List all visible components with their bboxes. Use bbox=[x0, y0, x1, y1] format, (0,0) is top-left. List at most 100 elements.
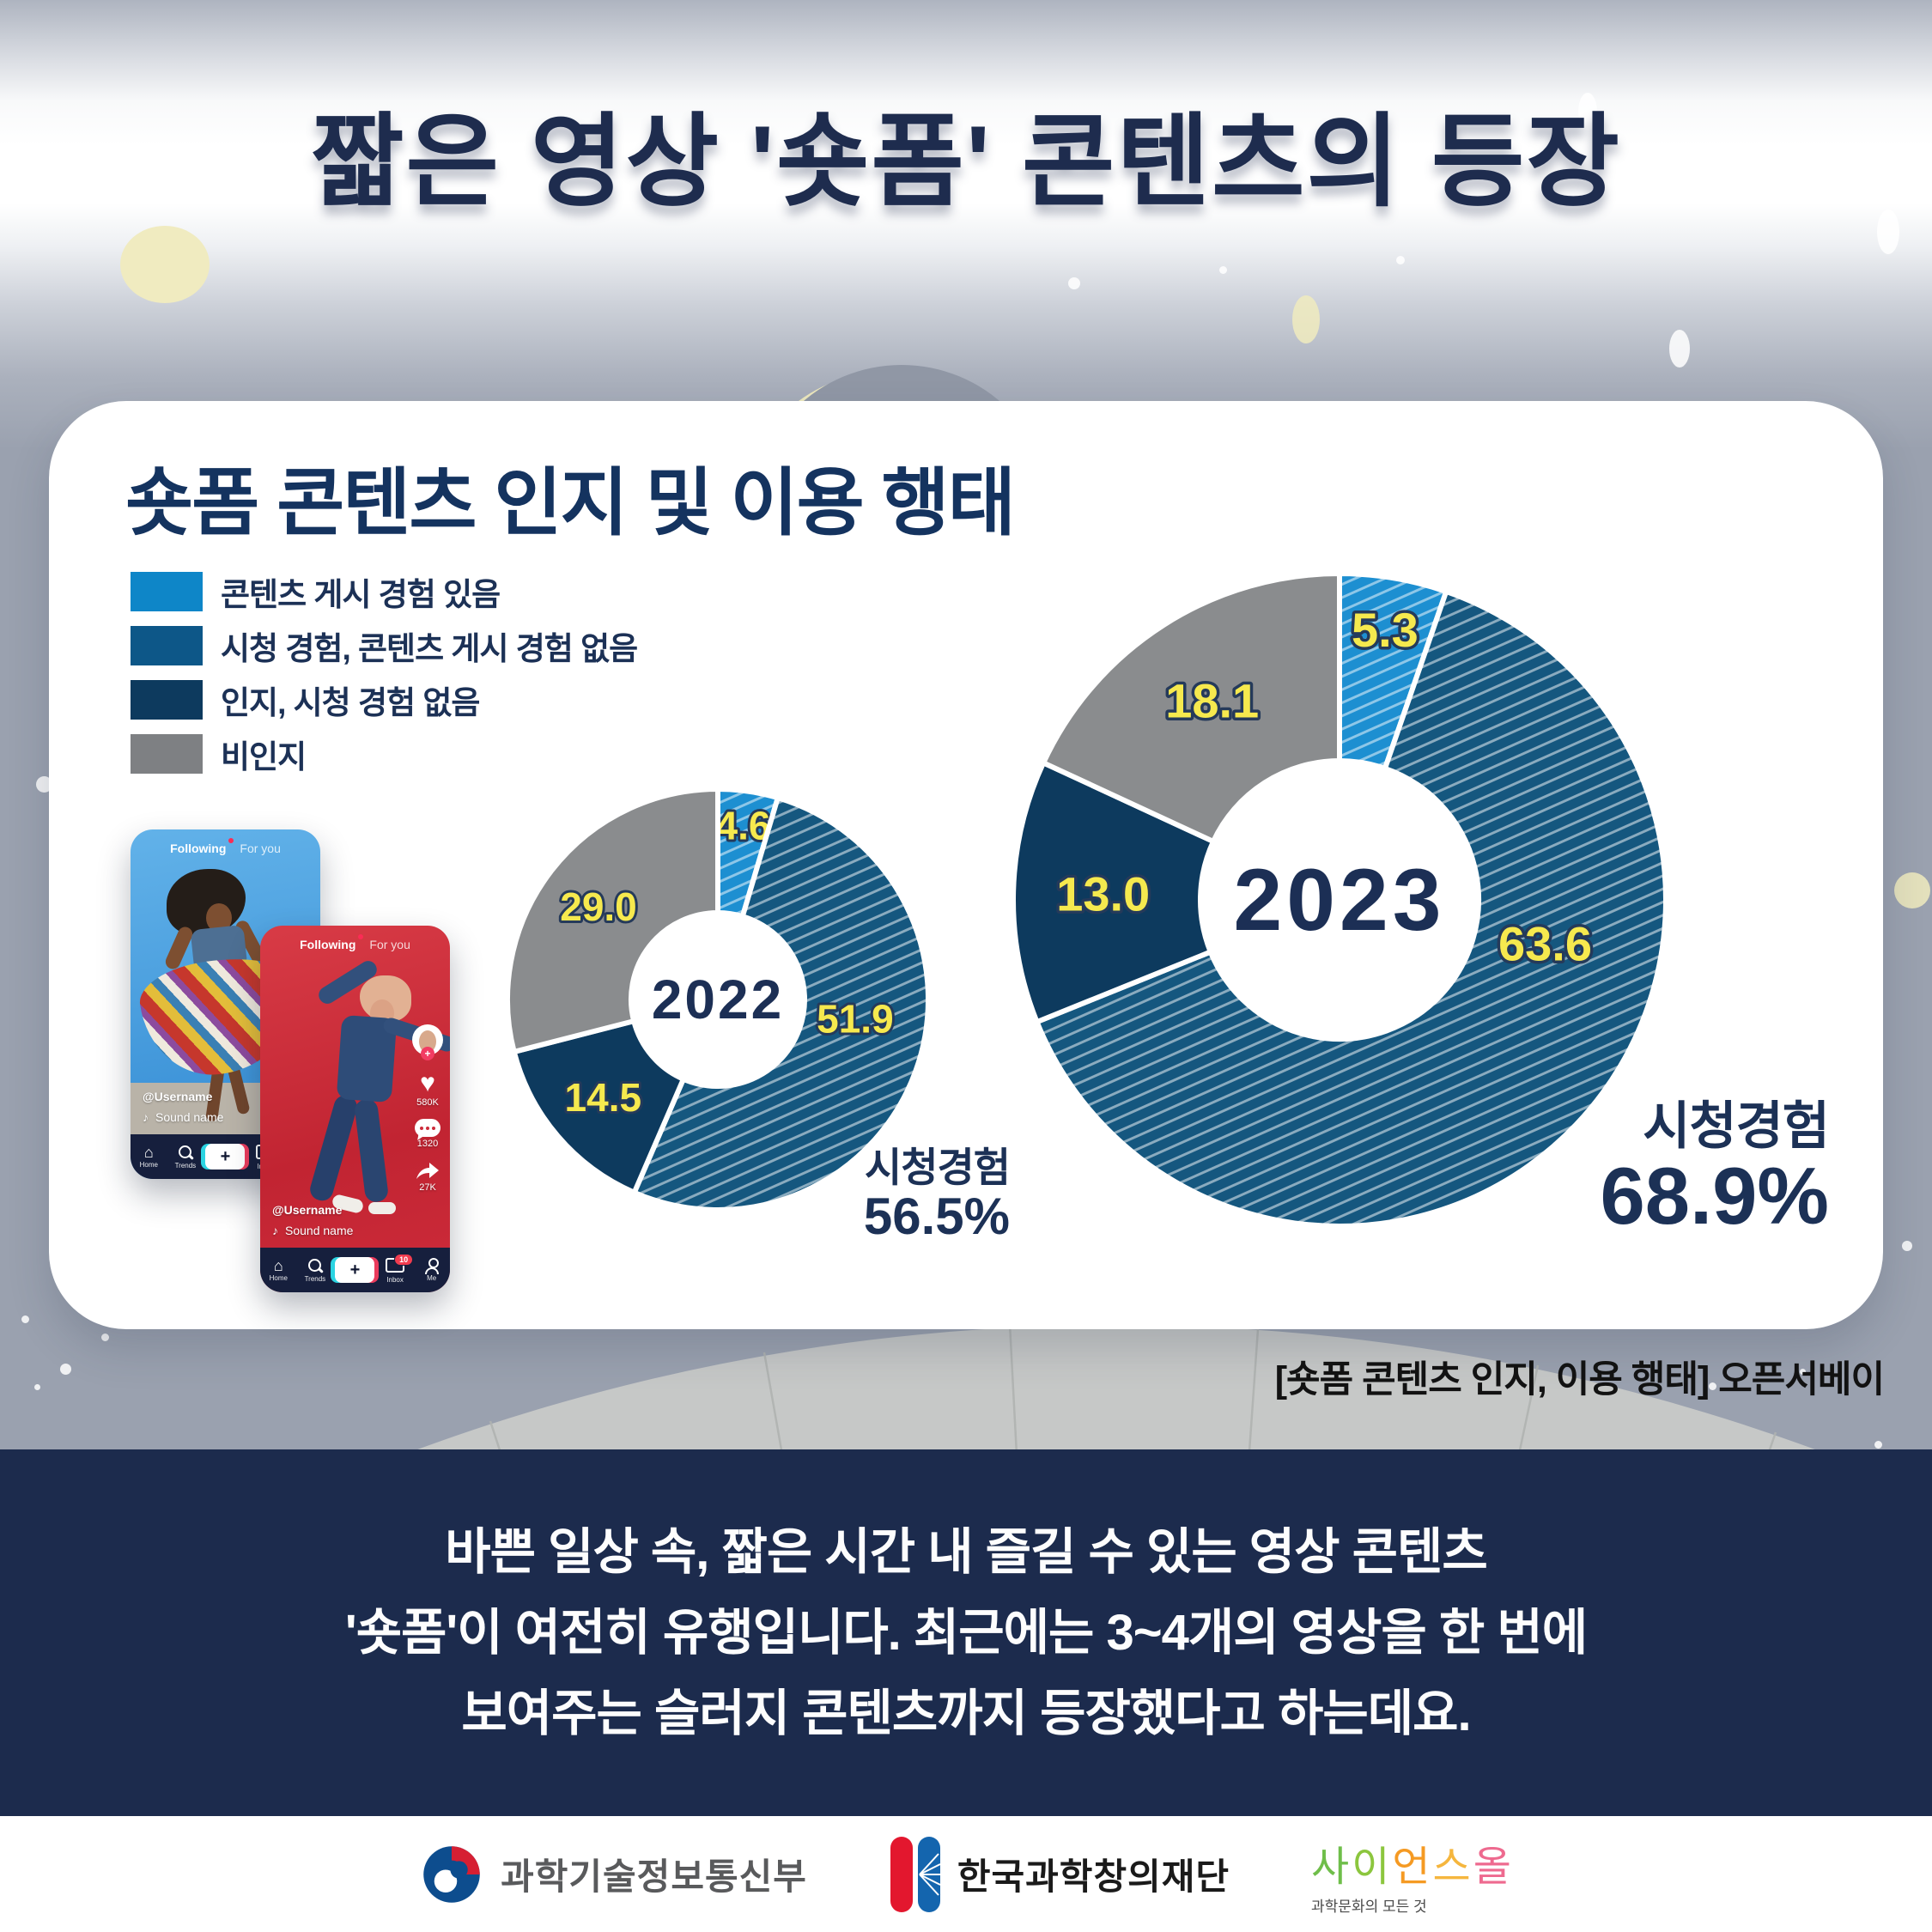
action-rail: + ♥ 580K 1320 27K bbox=[412, 1024, 443, 1193]
legend-item: 콘텐츠 게시 경험 있음 bbox=[131, 572, 637, 612]
summary-line: '숏폼'이 여전히 유행입니다. 최근에는 3~4개의 영상을 한 번에 bbox=[344, 1604, 1588, 1661]
follow-plus-icon: + bbox=[421, 1047, 434, 1060]
annotation-2023: 시청경험 68.9% bbox=[1600, 1097, 1830, 1241]
summary-line: 보여주는 슬러지 콘텐츠까지 등장했다고 하는데요. bbox=[461, 1685, 1471, 1741]
logo-label: 사이언스올 bbox=[1311, 1844, 1514, 1890]
phone-mockup-red: Following For you + ♥ 580K 1320 bbox=[260, 926, 450, 1292]
donut-slice bbox=[715, 786, 781, 920]
kofac-emblem-icon bbox=[890, 1836, 941, 1912]
nav-trends[interactable]: Trends bbox=[169, 1145, 202, 1170]
legend-item: 시청 경험, 콘텐츠 게시 경험 없음 bbox=[131, 626, 638, 666]
nav-inbox[interactable]: 10 Inbox bbox=[379, 1253, 414, 1284]
star-dot bbox=[400, 153, 409, 161]
create-button[interactable]: + bbox=[201, 1144, 250, 1170]
logo-label: 과학기술정보통신부 bbox=[501, 1856, 807, 1897]
search-icon bbox=[179, 1145, 192, 1158]
star-dot bbox=[1396, 256, 1405, 264]
slice-value-label: 18.1 bbox=[1165, 674, 1259, 728]
legend-item: 인지, 시청 경험 없음 bbox=[131, 680, 637, 720]
star-dot bbox=[36, 776, 52, 793]
for-you-tab[interactable]: For you bbox=[369, 938, 410, 951]
donut-year-label: 2023 bbox=[1234, 851, 1446, 949]
moon-decoration bbox=[120, 226, 210, 303]
slice-value-label: 29.0 bbox=[560, 884, 637, 929]
slice-value-label: 14.5 bbox=[565, 1075, 642, 1120]
legend-swatch-lightblue bbox=[131, 572, 203, 611]
plus-icon: + bbox=[205, 1144, 246, 1170]
logo-scienceall: 사이언스올 과학문화의 모든 것 bbox=[1311, 1832, 1514, 1916]
like-count: 580K bbox=[416, 1097, 439, 1108]
logo-tagline: 과학문화의 모든 것 bbox=[1311, 1899, 1427, 1915]
legend-label: 인지, 시청 경험 없음 bbox=[221, 685, 480, 720]
create-button[interactable]: + bbox=[331, 1257, 380, 1283]
plus-icon: + bbox=[335, 1257, 375, 1283]
star-dot bbox=[1709, 1382, 1716, 1390]
for-you-tab[interactable]: For you bbox=[240, 841, 281, 855]
donut-slice bbox=[505, 786, 720, 1055]
share-button[interactable]: 27K bbox=[415, 1160, 440, 1193]
donut-slice bbox=[1337, 570, 1450, 772]
heart-icon: ♥ bbox=[420, 1069, 435, 1097]
logo-msit: 과학기술정보통신부 bbox=[418, 1841, 807, 1908]
share-count: 27K bbox=[419, 1182, 436, 1193]
slice-value-label: 5.3 bbox=[1352, 603, 1419, 657]
donut-slice bbox=[1040, 570, 1342, 845]
annotation-2022: 시청경험 56.5% bbox=[863, 1145, 1011, 1245]
msit-emblem-icon bbox=[423, 1845, 480, 1903]
donut-slice bbox=[511, 1018, 687, 1196]
globe-decoration bbox=[419, 1329, 1814, 1449]
donut-slice bbox=[1011, 759, 1217, 1026]
legend-swatch-navy bbox=[131, 680, 203, 720]
nav-me[interactable]: Me bbox=[416, 1258, 448, 1282]
follow-avatar-button[interactable]: + bbox=[412, 1024, 443, 1060]
star-dot bbox=[1902, 1241, 1912, 1251]
nav-home[interactable]: ⌂ Home bbox=[269, 1256, 288, 1282]
inbox-badge: 10 bbox=[394, 1253, 414, 1266]
star-dot bbox=[1292, 295, 1320, 343]
summary-line: 바쁜 일상 속, 짧은 시간 내 즐길 수 있는 영상 콘텐츠 bbox=[445, 1523, 1487, 1580]
star-dot bbox=[34, 1384, 40, 1390]
chart-legend: 콘텐츠 게시 경험 있음 시청 경험, 콘텐츠 게시 경험 없음 인지, 시청 … bbox=[131, 572, 638, 788]
nav-trends[interactable]: Trends bbox=[299, 1258, 331, 1283]
star-dot bbox=[1068, 277, 1080, 289]
card-heading: 숏폼 콘텐츠 인지 및 이용 행태 bbox=[125, 462, 1016, 544]
legend-label: 콘텐츠 게시 경험 있음 bbox=[221, 577, 501, 612]
slice-value-label: 51.9 bbox=[817, 997, 894, 1042]
legend-swatch-blue bbox=[131, 626, 203, 665]
home-icon: ⌂ bbox=[273, 1256, 283, 1274]
legend-label: 비인지 bbox=[221, 739, 307, 775]
music-note-icon: ♪ bbox=[143, 1110, 149, 1124]
home-icon: ⌂ bbox=[143, 1143, 154, 1161]
legend-item: 비인지 bbox=[131, 734, 637, 775]
username-label: @Username bbox=[143, 1090, 213, 1103]
comment-button[interactable]: 1320 bbox=[415, 1119, 440, 1149]
phone-nav-bar: ⌂ Home Trends + 10 Inbox Me bbox=[260, 1248, 450, 1292]
music-note-icon: ♪ bbox=[272, 1224, 278, 1237]
logo-kofac: 한국과학창의재단 bbox=[889, 1835, 1230, 1914]
star-dot bbox=[1877, 210, 1899, 254]
sound-label: ♪ Sound name bbox=[272, 1224, 354, 1237]
following-tab[interactable]: Following bbox=[300, 934, 364, 951]
slice-value-label: 4.6 bbox=[716, 804, 771, 848]
footer: 과학기술정보통신부 한국과학창의재단 사이언스올 과학문화의 모든 것 bbox=[0, 1816, 1932, 1932]
star-dot bbox=[1219, 266, 1227, 274]
donut-year-label: 2022 bbox=[652, 969, 784, 1030]
star-dot bbox=[560, 148, 574, 161]
chart-card: 숏폼 콘텐츠 인지 및 이용 행태 콘텐츠 게시 경험 있음 시청 경험, 콘텐… bbox=[49, 401, 1883, 1329]
nav-home[interactable]: ⌂ Home bbox=[139, 1143, 158, 1169]
username-label: @Username bbox=[272, 1203, 343, 1217]
like-button[interactable]: ♥ 580K bbox=[416, 1069, 439, 1109]
star-dot bbox=[1578, 93, 1597, 131]
legend-label: 시청 경험, 콘텐츠 게시 경험 없음 bbox=[221, 631, 638, 666]
star-dot bbox=[60, 1364, 71, 1375]
profile-icon bbox=[424, 1258, 440, 1274]
logo-label: 한국과학창의재단 bbox=[957, 1856, 1230, 1897]
legend-swatch-gray bbox=[131, 734, 203, 774]
page-title: 짧은 영상 '숏폼' 콘텐츠의 등장 bbox=[311, 106, 1621, 219]
notification-dot bbox=[228, 838, 234, 843]
comment-icon bbox=[415, 1119, 440, 1137]
summary-band: 바쁜 일상 속, 짧은 시간 내 즐길 수 있는 영상 콘텐츠 '숏폼'이 여전… bbox=[0, 1449, 1932, 1816]
following-tab[interactable]: Following bbox=[170, 838, 234, 855]
star-dot bbox=[1894, 872, 1930, 908]
